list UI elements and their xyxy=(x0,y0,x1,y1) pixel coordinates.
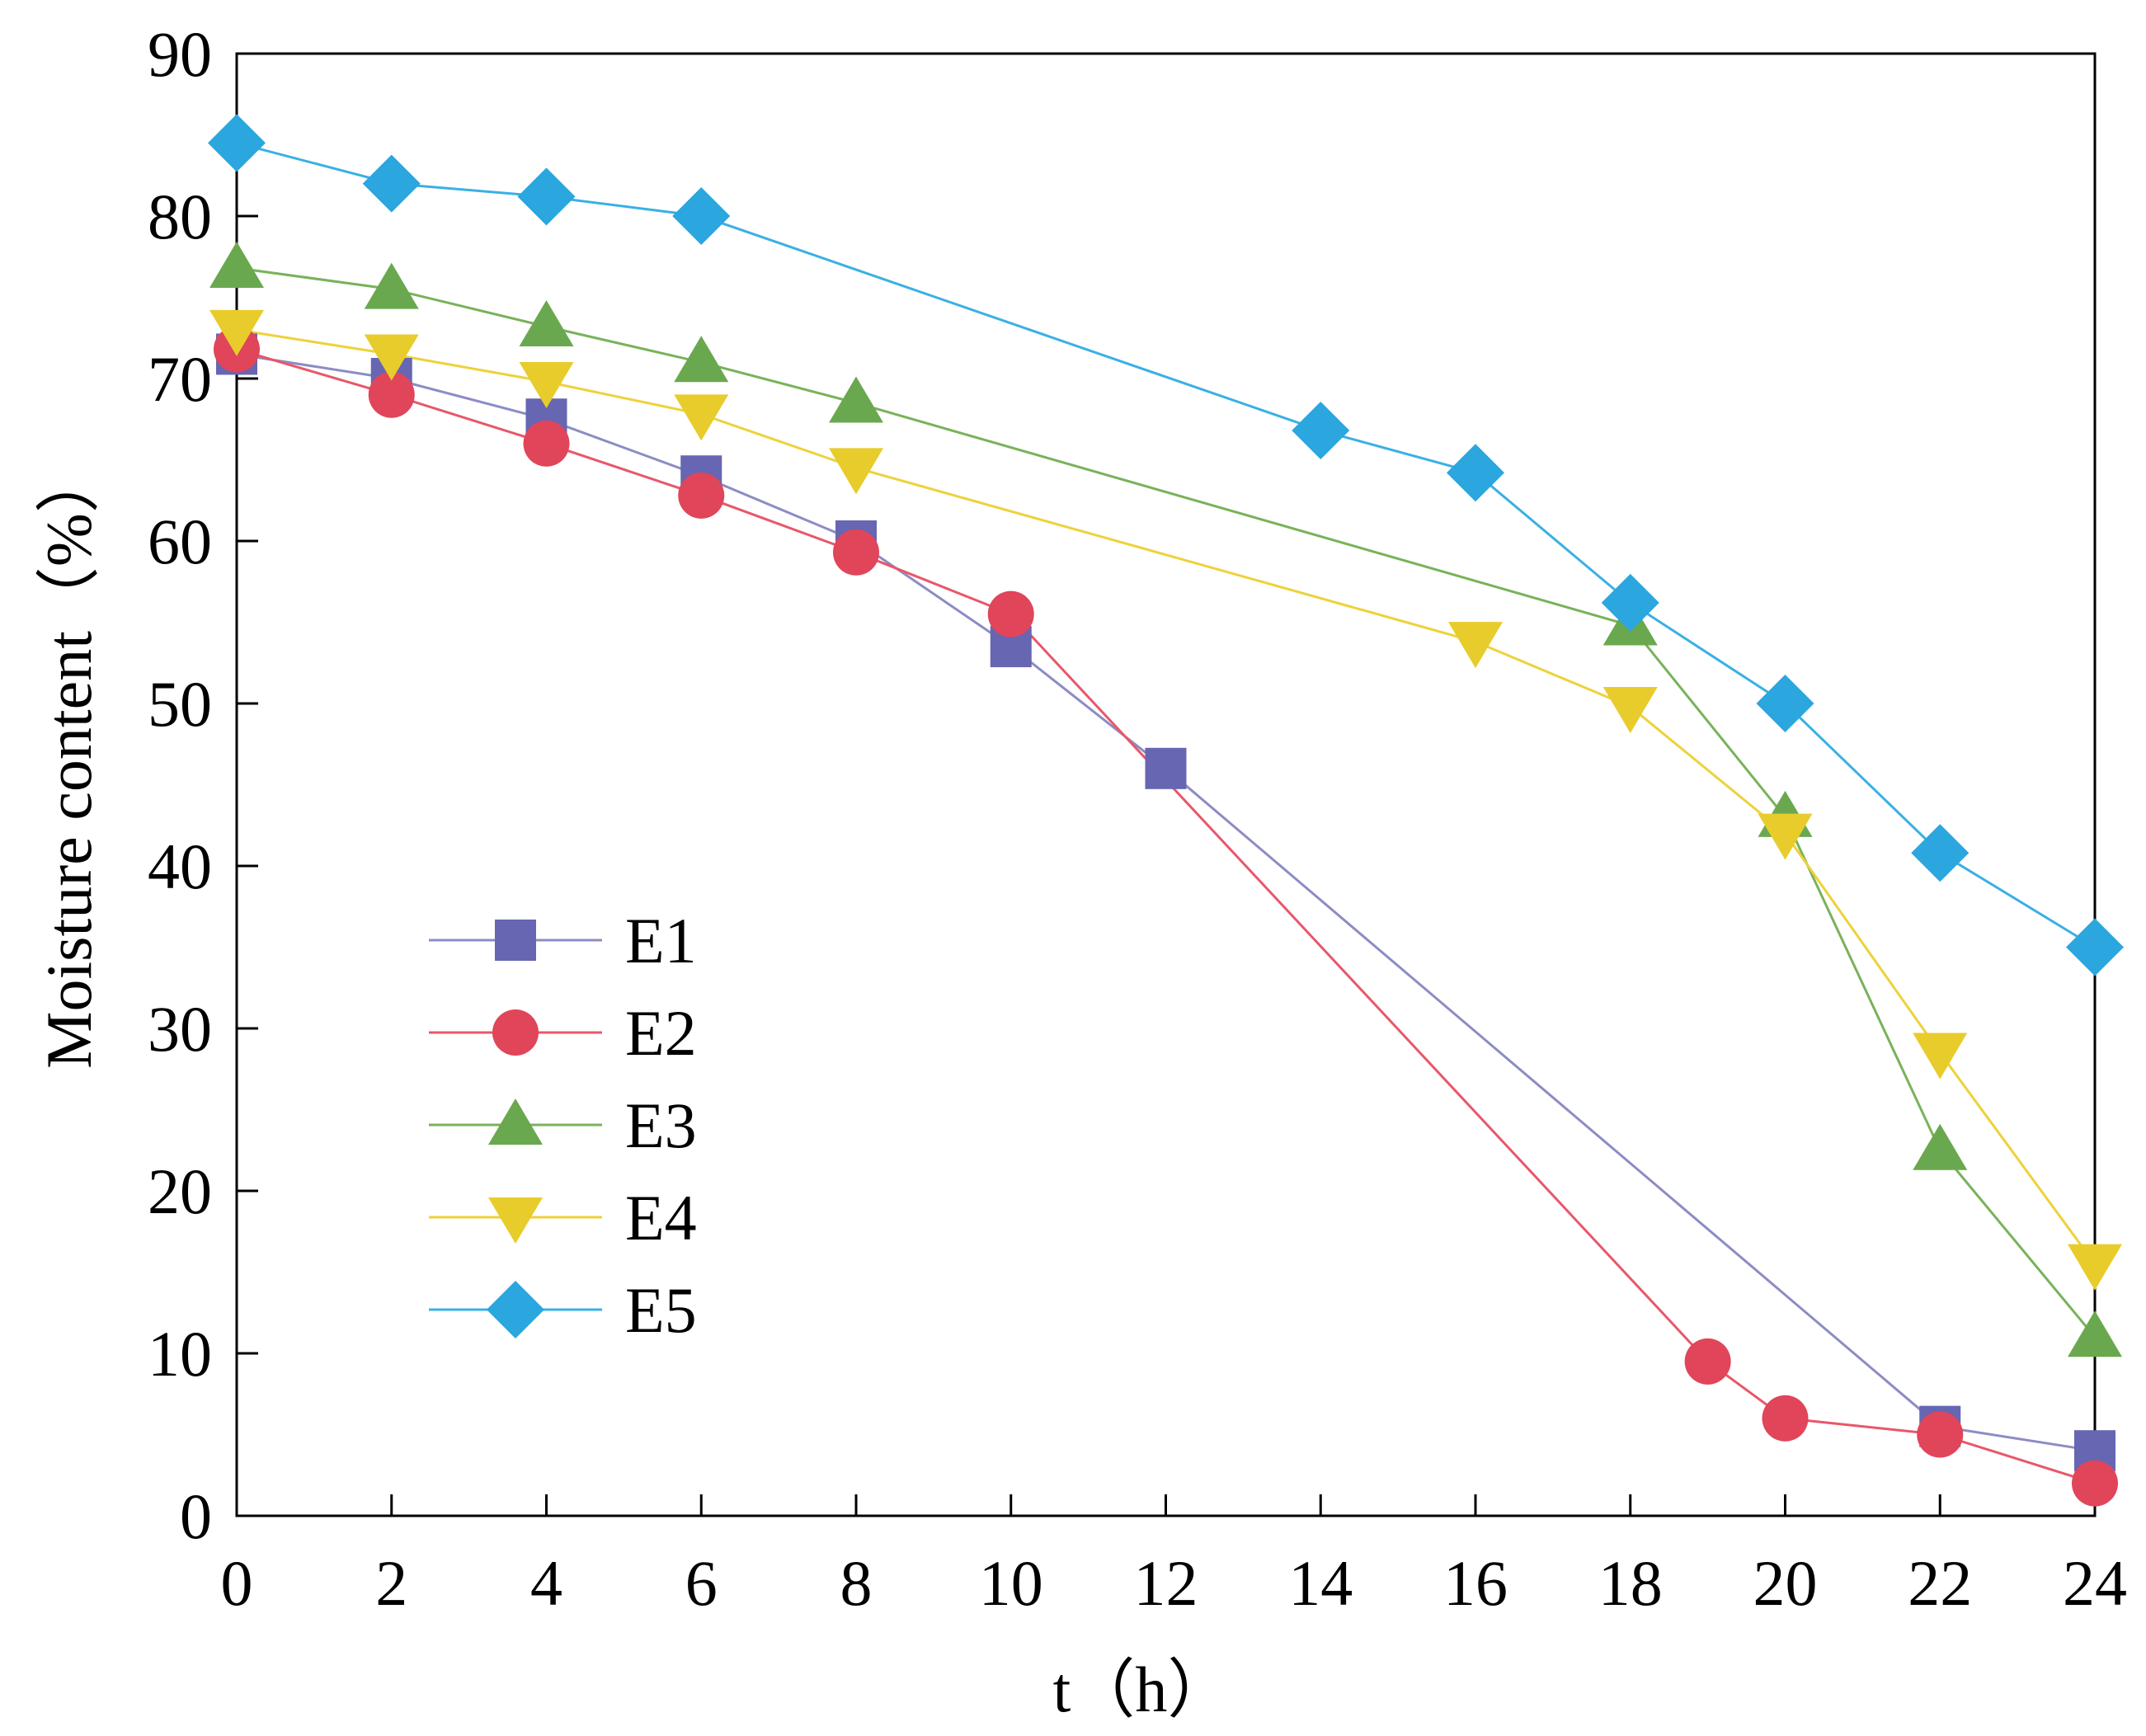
data-point-e3 xyxy=(829,376,883,423)
data-point-e3 xyxy=(209,242,264,289)
data-point-e4 xyxy=(1602,686,1658,733)
x-axis-title: t（h） xyxy=(1053,1654,1232,1725)
data-point-e2 xyxy=(678,472,725,519)
x-tick-label: 2 xyxy=(375,1547,407,1619)
series-markers-group xyxy=(208,114,2124,1507)
y-tick-label: 60 xyxy=(148,506,212,577)
data-point-e4 xyxy=(1913,1033,1968,1080)
data-point-e5 xyxy=(2066,918,2124,976)
data-point-e4 xyxy=(674,394,729,441)
x-tick-label: 24 xyxy=(2063,1547,2127,1619)
series-line-e5 xyxy=(236,141,2096,948)
data-point-e1 xyxy=(1145,747,1187,789)
data-point-e3 xyxy=(2068,1310,2122,1357)
data-point-e5 xyxy=(517,167,576,226)
data-point-e3 xyxy=(674,336,729,383)
x-tick-label: 14 xyxy=(1288,1547,1353,1619)
data-point-e5 xyxy=(362,154,421,213)
data-point-e3 xyxy=(364,262,419,309)
x-tick-label: 8 xyxy=(840,1547,873,1619)
data-point-e5 xyxy=(672,187,731,245)
data-point-e2 xyxy=(368,371,415,418)
data-point-e4 xyxy=(364,334,419,381)
legend-label-e4: E4 xyxy=(625,1182,697,1254)
data-point-e4 xyxy=(829,448,883,495)
data-point-e2 xyxy=(1762,1395,1809,1442)
data-point-e4 xyxy=(1758,813,1813,860)
x-tick-label: 20 xyxy=(1753,1547,1818,1619)
x-tick-label: 10 xyxy=(979,1547,1043,1619)
series-line-e3 xyxy=(236,266,2097,1338)
legend-marker-e2 xyxy=(492,1009,539,1056)
legend-label-e1: E1 xyxy=(625,905,697,976)
data-point-e4 xyxy=(209,309,264,356)
legend-marker-e5 xyxy=(487,1281,544,1338)
y-tick-label: 10 xyxy=(148,1318,212,1390)
x-tick-label: 22 xyxy=(1908,1547,1972,1619)
data-point-e5 xyxy=(1447,444,1504,502)
legend-label-e3: E3 xyxy=(625,1089,697,1161)
data-point-e4 xyxy=(519,361,574,408)
y-axis-title: Moisture content（%） xyxy=(33,449,105,1069)
y-tick-label: 20 xyxy=(148,1155,212,1227)
data-point-e5 xyxy=(1292,402,1350,460)
data-point-e3 xyxy=(519,299,574,346)
data-point-e5 xyxy=(1601,573,1659,632)
x-tick-label: 16 xyxy=(1443,1547,1508,1619)
data-point-e2 xyxy=(833,529,879,576)
legend-label-e5: E5 xyxy=(625,1274,697,1346)
y-tick-label: 50 xyxy=(148,668,212,740)
data-point-e2 xyxy=(987,590,1034,637)
legend-label-e2: E2 xyxy=(625,997,697,1069)
data-point-e2 xyxy=(2072,1460,2118,1507)
data-point-e5 xyxy=(1756,675,1814,732)
y-tick-label: 80 xyxy=(148,181,212,252)
x-tick-label: 18 xyxy=(1598,1547,1663,1619)
x-tick-label: 12 xyxy=(1134,1547,1198,1619)
legend-marker-e4 xyxy=(488,1197,543,1244)
data-point-e2 xyxy=(1684,1338,1731,1385)
legend-marker-e3 xyxy=(488,1099,543,1145)
series-line-e2 xyxy=(236,348,2096,1485)
legend-marker-e1 xyxy=(495,920,536,961)
data-point-e5 xyxy=(1911,824,1970,882)
data-point-e4 xyxy=(2068,1244,2122,1291)
series-line-e4 xyxy=(236,328,2097,1265)
data-point-e2 xyxy=(1917,1411,1964,1458)
data-point-e3 xyxy=(1913,1123,1968,1170)
data-point-e4 xyxy=(1448,622,1503,669)
x-tick-label: 4 xyxy=(530,1547,562,1619)
data-point-e2 xyxy=(523,420,570,467)
y-tick-label: 70 xyxy=(148,343,212,415)
legend: E1 E2 E3 E4 E5 xyxy=(429,905,697,1346)
y-tick-label: 40 xyxy=(148,830,212,902)
data-point-e5 xyxy=(208,114,266,172)
x-tick-label: 0 xyxy=(221,1547,253,1619)
y-tick-label: 30 xyxy=(148,993,212,1065)
y-tick-label: 90 xyxy=(148,18,212,90)
y-tick-label: 0 xyxy=(180,1480,212,1552)
x-tick-label: 6 xyxy=(685,1547,718,1619)
